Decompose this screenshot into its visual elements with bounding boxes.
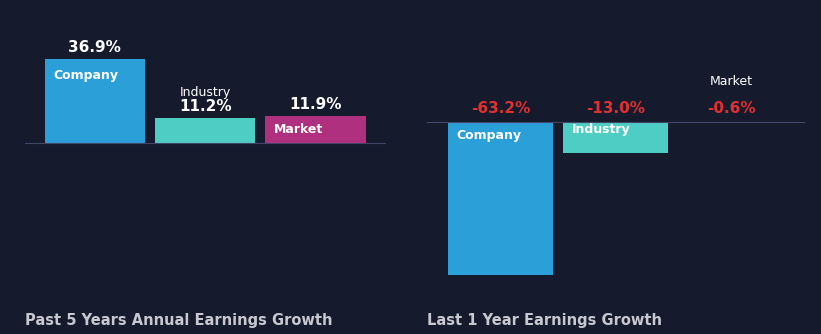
Text: 11.2%: 11.2%: [179, 99, 232, 114]
Text: Last 1 Year Earnings Growth: Last 1 Year Earnings Growth: [427, 313, 662, 328]
Bar: [448, 122, 553, 275]
Bar: [265, 116, 366, 143]
Text: Company: Company: [456, 129, 521, 142]
Text: Industry: Industry: [180, 86, 231, 99]
Text: Market: Market: [709, 75, 753, 88]
Bar: [155, 118, 255, 143]
Text: -0.6%: -0.6%: [707, 101, 755, 116]
Bar: [563, 122, 668, 153]
Bar: [44, 59, 145, 143]
Text: -13.0%: -13.0%: [586, 101, 645, 116]
Text: Market: Market: [274, 123, 323, 136]
Text: -63.2%: -63.2%: [470, 101, 530, 116]
Text: Company: Company: [53, 69, 118, 82]
Text: 36.9%: 36.9%: [68, 40, 122, 55]
Bar: [679, 122, 783, 123]
Text: Past 5 Years Annual Earnings Growth: Past 5 Years Annual Earnings Growth: [25, 313, 333, 328]
Text: Industry: Industry: [572, 123, 631, 136]
Text: 11.9%: 11.9%: [289, 97, 342, 112]
